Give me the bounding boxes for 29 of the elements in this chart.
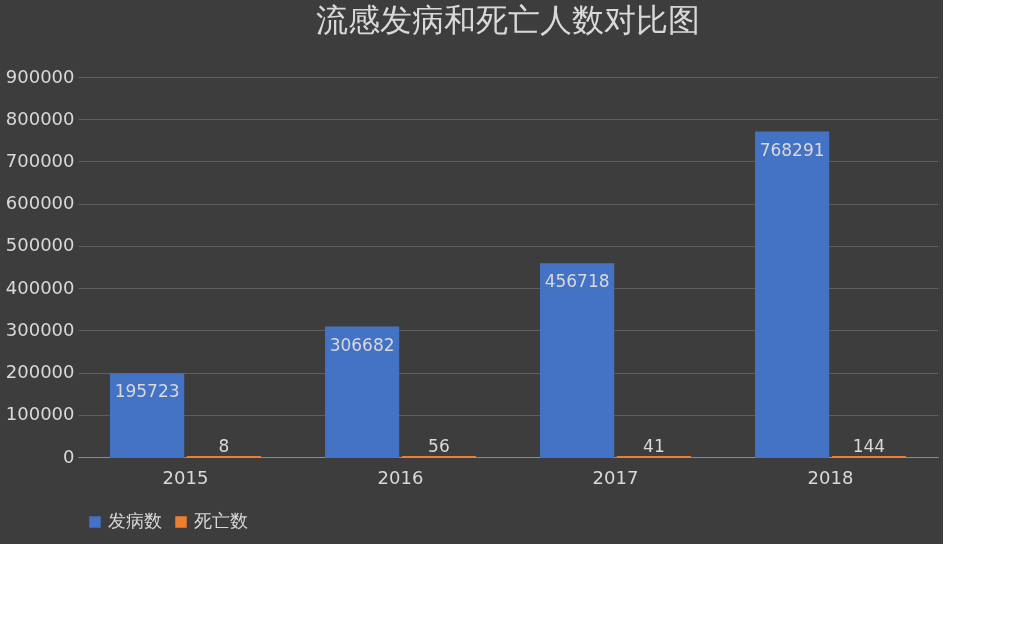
y-tick-label: 500000 xyxy=(5,234,75,256)
y-tick-label: 800000 xyxy=(5,107,75,129)
y-tick-label: 400000 xyxy=(5,276,75,298)
data-label: 306682 xyxy=(329,334,395,355)
data-label: 768291 xyxy=(759,139,825,160)
bar xyxy=(325,326,400,458)
data-label: 456718 xyxy=(544,271,610,292)
legend-label: 死亡数 xyxy=(194,510,248,531)
bar xyxy=(755,131,830,458)
y-tick-label: 300000 xyxy=(5,318,75,340)
y-tick-label: 600000 xyxy=(5,192,75,214)
data-label: 144 xyxy=(852,435,886,456)
x-tick-label: 2018 xyxy=(807,466,854,488)
bar xyxy=(110,373,185,458)
bar xyxy=(540,263,615,458)
data-label: 56 xyxy=(428,435,450,456)
y-tick-label: 100000 xyxy=(5,403,75,425)
data-label: 8 xyxy=(218,436,230,456)
x-tick-label: 2016 xyxy=(377,466,424,488)
chart-title: 流感发病和死亡人数对比图 xyxy=(316,1,700,39)
data-label: 41 xyxy=(643,435,665,456)
y-tick-label: 700000 xyxy=(5,149,75,171)
x-tick-label: 2017 xyxy=(592,466,639,488)
y-tick-label: 900000 xyxy=(5,65,75,87)
x-tick-label: 2015 xyxy=(162,466,209,488)
y-tick-label: 0 xyxy=(63,445,75,467)
data-label: 195723 xyxy=(114,381,180,402)
legend-label: 发病数 xyxy=(108,510,162,531)
y-tick-label: 200000 xyxy=(5,361,75,383)
